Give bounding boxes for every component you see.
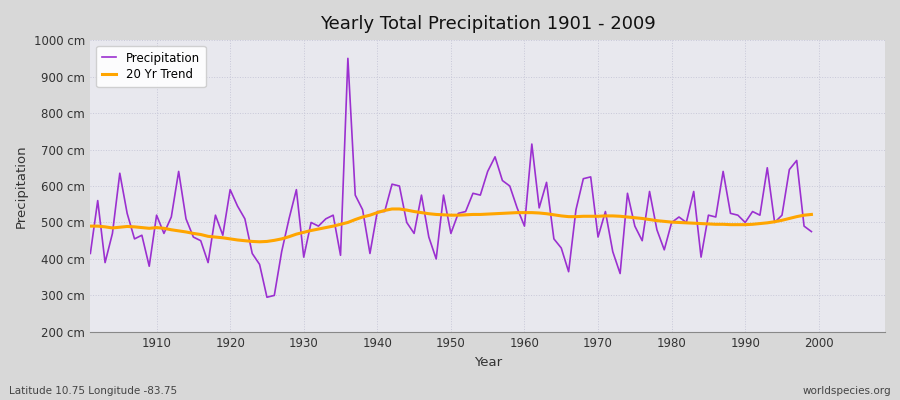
- Precipitation: [482, 169, 493, 174]
- Precipitation: [262, 295, 273, 300]
- Precipitation: [284, 216, 294, 221]
- Text: Latitude 10.75 Longitude -83.75: Latitude 10.75 Longitude -83.75: [9, 386, 177, 396]
- Precipitation: [806, 229, 817, 234]
- Line: 20 Yr Trend: 20 Yr Trend: [90, 209, 812, 242]
- 20 Yr Trend: [313, 227, 324, 232]
- Precipitation: [254, 262, 265, 267]
- 20 Yr Trend: [482, 212, 493, 216]
- Precipitation: [460, 209, 471, 214]
- Legend: Precipitation, 20 Yr Trend: Precipitation, 20 Yr Trend: [96, 46, 206, 87]
- Y-axis label: Precipitation: Precipitation: [15, 144, 28, 228]
- Title: Yearly Total Precipitation 1901 - 2009: Yearly Total Precipitation 1901 - 2009: [320, 15, 655, 33]
- Precipitation: [666, 220, 677, 225]
- Precipitation: [85, 251, 95, 256]
- 20 Yr Trend: [284, 234, 294, 239]
- 20 Yr Trend: [262, 239, 273, 244]
- 20 Yr Trend: [254, 240, 265, 244]
- X-axis label: Year: Year: [473, 356, 501, 369]
- Text: worldspecies.org: worldspecies.org: [803, 386, 891, 396]
- 20 Yr Trend: [460, 212, 471, 217]
- 20 Yr Trend: [666, 220, 677, 224]
- 20 Yr Trend: [85, 224, 95, 228]
- Line: Precipitation: Precipitation: [90, 58, 812, 297]
- 20 Yr Trend: [806, 212, 817, 217]
- 20 Yr Trend: [387, 206, 398, 211]
- Precipitation: [343, 56, 354, 61]
- Precipitation: [313, 224, 324, 228]
